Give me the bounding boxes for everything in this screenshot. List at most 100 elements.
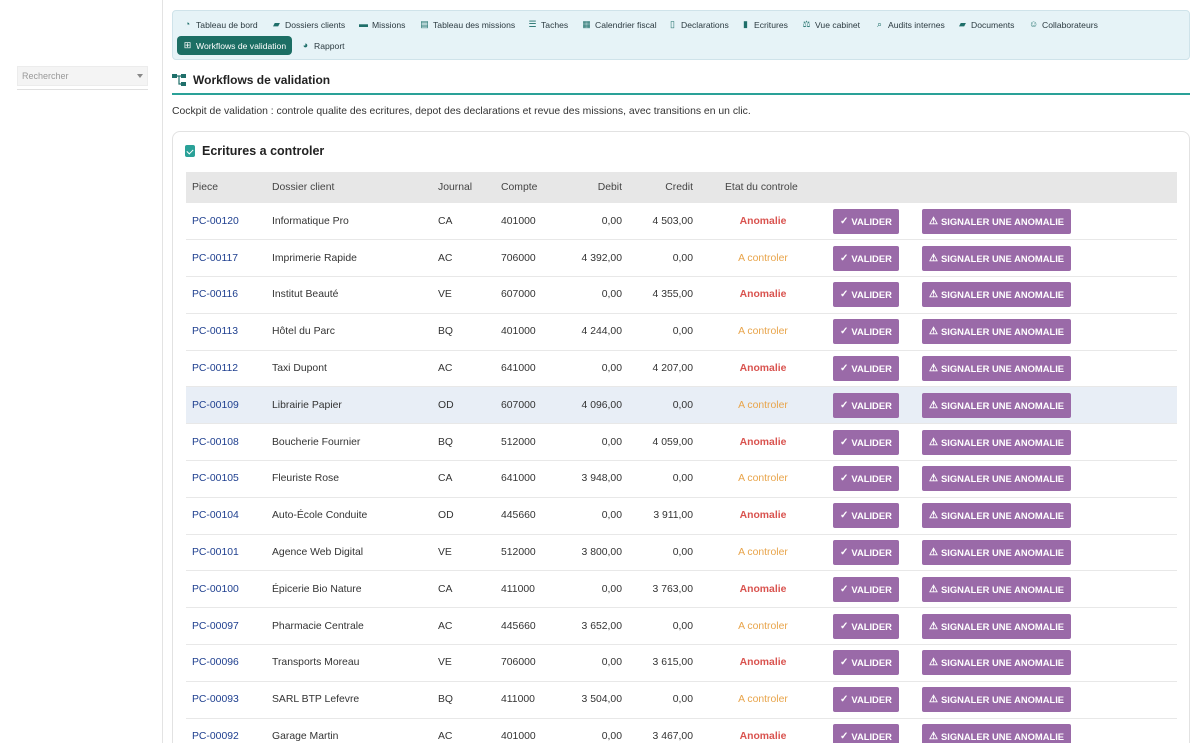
top-navigation: ◔ Tableau de bord ▰ Dossiers clients ▬ Miss… (172, 10, 1190, 60)
table-row[interactable]: PC-00112 Taxi Dupont AC 641000 0,00 4 207,00 A… (186, 350, 1177, 387)
report-anomaly-label: SIGNALER UNE ANOMALIE (940, 252, 1065, 264)
report-anomaly-button[interactable]: ⚠ SIGNALER UNE ANOMALIE (922, 356, 1072, 382)
piece-link[interactable]: PC-00093 (192, 694, 239, 706)
table-row[interactable]: PC-00097 Pharmacie Centrale AC 445660 3 652,… (186, 608, 1177, 645)
report-anomaly-button[interactable]: ⚠ SIGNALER UNE ANOMALIE (922, 650, 1072, 676)
table-row[interactable]: PC-00096 Transports Moreau VE 706000 0,00 3 6… (186, 645, 1177, 682)
table-row[interactable]: PC-00109 Librairie Papier OD 607000 4 096,00… (186, 386, 1177, 424)
validate-button[interactable]: ✓ VALIDER (833, 282, 899, 308)
piece-link[interactable]: PC-00120 (192, 215, 239, 227)
report-anomaly-label: SIGNALER UNE ANOMALIE (940, 473, 1065, 485)
nav-item-collaborateurs[interactable]: ☺ Collaborateurs (1029, 15, 1098, 34)
journal-cell: OD (438, 399, 454, 411)
validate-button[interactable]: ✓ VALIDER (833, 356, 899, 382)
piece-link[interactable]: PC-00105 (192, 473, 239, 485)
validate-button[interactable]: ✓ VALIDER (833, 687, 899, 713)
report-anomaly-button[interactable]: ⚠ SIGNALER UNE ANOMALIE (922, 282, 1072, 308)
table-row[interactable]: PC-00101 Agence Web Digital VE 512000 3 800,… (186, 534, 1177, 571)
nav-item-documents[interactable]: ▰ Documents (958, 15, 1014, 34)
table-row[interactable]: PC-00120 Informatique Pro CA 401000 0,00 4 50… (186, 203, 1177, 240)
credit-cell: 3 467,00 (652, 731, 693, 743)
check-icon: ✓ (840, 547, 849, 559)
validate-button[interactable]: ✓ VALIDER (833, 208, 899, 234)
status-badge: A controler (738, 547, 788, 559)
table-row[interactable]: PC-00092 Garage Martin AC 401000 0,00 3 467,0… (186, 718, 1177, 743)
nav-item-calendrier-fiscal[interactable]: ▦ Calendrier fiscal (582, 15, 657, 34)
report-anomaly-button[interactable]: ⚠ SIGNALER UNE ANOMALIE (922, 687, 1072, 713)
file-icon: ▯ (670, 19, 675, 29)
piece-link[interactable]: PC-00097 (192, 620, 239, 632)
report-anomaly-button[interactable]: ⚠ SIGNALER UNE ANOMALIE (922, 466, 1072, 492)
search-placeholder: Rechercher (22, 71, 69, 81)
report-anomaly-button[interactable]: ⚠ SIGNALER UNE ANOMALIE (922, 503, 1072, 529)
nav-label: Ecritures (754, 19, 788, 30)
validate-button[interactable]: ✓ VALIDER (833, 319, 899, 345)
piece-link[interactable]: PC-00109 (192, 399, 239, 411)
client-cell: Imprimerie Rapide (272, 252, 357, 264)
piece-link[interactable]: PC-00092 (192, 731, 239, 743)
nav-item-workflows-de-validation[interactable]: ⊞ Workflows de validation (177, 36, 293, 55)
report-anomaly-label: SIGNALER UNE ANOMALIE (940, 694, 1065, 706)
piece-link[interactable]: PC-00116 (192, 289, 239, 301)
nav-item-missions[interactable]: ▬ Missions (359, 15, 405, 34)
credit-cell: 0,00 (672, 547, 693, 559)
credit-cell: 4 059,00 (652, 436, 693, 448)
report-anomaly-button[interactable]: ⚠ SIGNALER UNE ANOMALIE (922, 319, 1072, 345)
table-row[interactable]: PC-00100 Épicerie Bio Nature CA 411000 0,00 3… (186, 571, 1177, 608)
validate-button[interactable]: ✓ VALIDER (833, 503, 899, 529)
nav-item-vue-cabinet[interactable]: ⚖ Vue cabinet (802, 15, 860, 34)
table-row[interactable]: PC-00117 Imprimerie Rapide AC 706000 4 392,0… (186, 240, 1177, 277)
validate-button[interactable]: ✓ VALIDER (833, 650, 899, 676)
table-row[interactable]: PC-00093 SARL BTP Lefevre BQ 411000 3 504,00… (186, 681, 1177, 719)
nav-item-tableau-de-bord[interactable]: ◔ Tableau de bord (183, 15, 258, 34)
piece-link[interactable]: PC-00117 (192, 252, 239, 264)
nav-item-audits-internes[interactable]: ⌕ Audits internes (875, 15, 945, 34)
piece-link[interactable]: PC-00112 (192, 363, 239, 375)
nav-item-tableau-des-missions[interactable]: ▤ Tableau des missions (420, 15, 515, 34)
nav-item-declarations[interactable]: ▯ Declarations (668, 15, 729, 34)
validate-button[interactable]: ✓ VALIDER (833, 466, 899, 492)
nav-item-rapport[interactable]: ◕ Rapport (301, 36, 345, 55)
sitemap-icon: ⊞ (183, 40, 192, 50)
report-anomaly-button[interactable]: ⚠ SIGNALER UNE ANOMALIE (922, 392, 1072, 418)
client-cell: Agence Web Digital (272, 547, 364, 559)
piece-link[interactable]: PC-00100 (192, 583, 239, 595)
nav-item-dossiers-clients[interactable]: ▰ Dossiers clients (272, 15, 345, 34)
report-anomaly-button[interactable]: ⚠ SIGNALER UNE ANOMALIE (922, 724, 1072, 743)
validate-button[interactable]: ✓ VALIDER (833, 540, 899, 566)
check-icon: ✓ (840, 510, 849, 522)
validate-button[interactable]: ✓ VALIDER (833, 576, 899, 602)
ecritures-table: Piece Dossier client Journal Compte Debi… (186, 172, 1177, 743)
validate-button[interactable]: ✓ VALIDER (833, 724, 899, 743)
table-row[interactable]: PC-00104 Auto-École Conduite OD 445660 0,00 3… (186, 497, 1177, 535)
nav-label: Calendrier fiscal (595, 19, 657, 30)
report-anomaly-button[interactable]: ⚠ SIGNALER UNE ANOMALIE (922, 576, 1072, 602)
search-select[interactable]: Rechercher (17, 66, 148, 86)
validate-button[interactable]: ✓ VALIDER (833, 245, 899, 271)
validate-label: VALIDER (851, 215, 892, 227)
status-badge: Anomalie (739, 436, 787, 448)
report-anomaly-button[interactable]: ⚠ SIGNALER UNE ANOMALIE (922, 429, 1072, 455)
table-row[interactable]: PC-00116 Institut Beauté VE 607000 0,00 4 355… (186, 277, 1177, 314)
briefcase-icon: ▬ (359, 19, 368, 29)
validate-label: VALIDER (851, 583, 892, 595)
piece-link[interactable]: PC-00113 (192, 326, 239, 338)
piece-link[interactable]: PC-00104 (192, 510, 239, 522)
col-header-journal: Journal (438, 182, 473, 193)
report-anomaly-button[interactable]: ⚠ SIGNALER UNE ANOMALIE (922, 245, 1072, 271)
report-anomaly-button[interactable]: ⚠ SIGNALER UNE ANOMALIE (922, 208, 1072, 234)
report-anomaly-button[interactable]: ⚠ SIGNALER UNE ANOMALIE (922, 540, 1072, 566)
col-header-credit: Credit (665, 182, 693, 193)
piece-link[interactable]: PC-00096 (192, 657, 239, 669)
table-row[interactable]: PC-00105 Fleuriste Rose CA 641000 3 948,00 0,… (186, 461, 1177, 498)
report-anomaly-button[interactable]: ⚠ SIGNALER UNE ANOMALIE (922, 613, 1072, 639)
table-row[interactable]: PC-00108 Boucherie Fournier BQ 512000 0,00 4 … (186, 424, 1177, 461)
nav-item-ecritures[interactable]: ▮ Ecritures (741, 15, 788, 34)
nav-item-taches[interactable]: ☰ Taches (528, 15, 568, 34)
validate-button[interactable]: ✓ VALIDER (833, 392, 899, 418)
piece-link[interactable]: PC-00108 (192, 436, 239, 448)
table-row[interactable]: PC-00113 Hôtel du Parc BQ 401000 4 244,00 0,0… (186, 313, 1177, 351)
validate-button[interactable]: ✓ VALIDER (833, 613, 899, 639)
validate-button[interactable]: ✓ VALIDER (833, 429, 899, 455)
piece-link[interactable]: PC-00101 (192, 547, 239, 559)
